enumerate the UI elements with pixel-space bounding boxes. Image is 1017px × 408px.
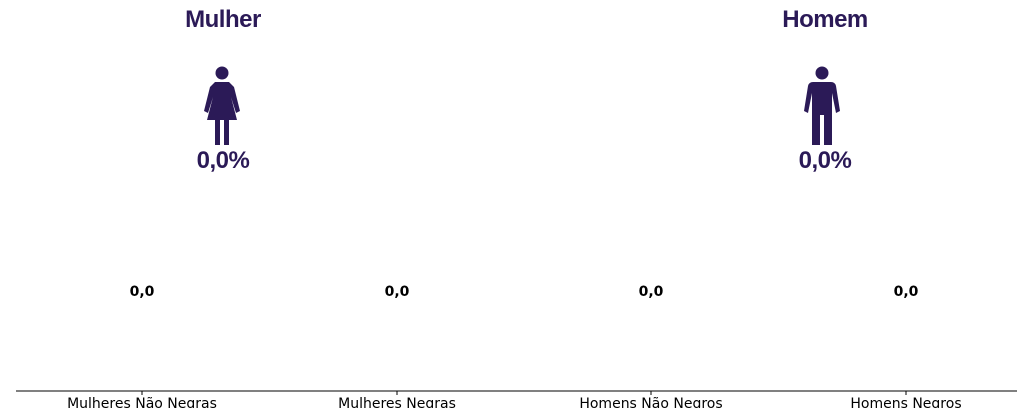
- x-tick-label: Homens Não Negros: [579, 396, 722, 408]
- x-tick-label: Homens Negros: [850, 396, 961, 408]
- women-percent: 0,0%: [196, 147, 250, 174]
- x-tick-label: Mulheres Negras: [338, 396, 456, 408]
- woman-icon: [204, 66, 240, 145]
- data-label: 0,0: [894, 284, 919, 300]
- x-tick-label: Mulheres Não Negras: [67, 396, 217, 408]
- men-title: Homem: [782, 6, 868, 33]
- women-title: Mulher: [185, 6, 261, 33]
- man-icon: [804, 66, 840, 145]
- men-percent: 0,0%: [798, 147, 852, 174]
- data-label: 0,0: [130, 284, 155, 300]
- data-label: 0,0: [639, 284, 664, 300]
- data-label: 0,0: [385, 284, 410, 300]
